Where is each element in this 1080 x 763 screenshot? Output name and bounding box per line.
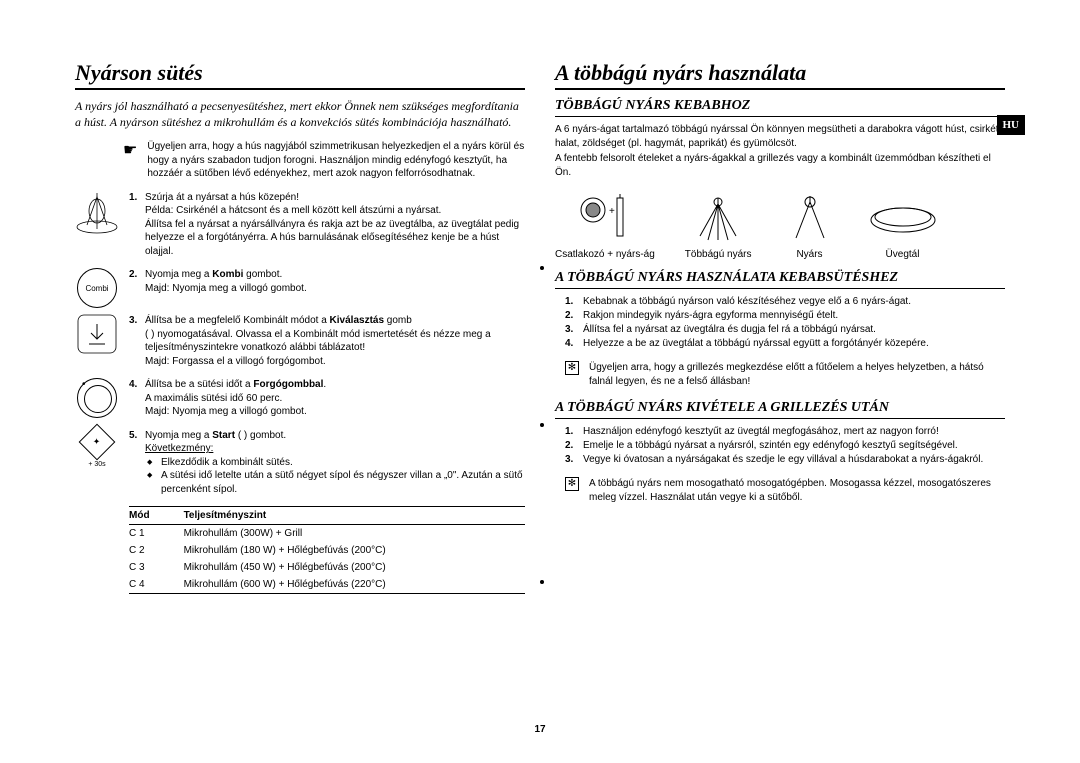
s4c: A maximális sütési idő 60 perc. xyxy=(145,393,282,404)
s4d: Majd: Nyomja meg a villogó gombot. xyxy=(145,406,307,417)
s5ar1: Elkezdődik a kombinált sütés. xyxy=(145,456,525,470)
column-divider xyxy=(540,190,544,660)
s1a: Szúrja át a nyársat a hús közepén! xyxy=(145,192,299,203)
select-button-icon xyxy=(75,314,129,372)
steps-block: 1.Szúrja át a nyársat a hús közepén!Péld… xyxy=(75,191,525,501)
s5b: ( ) gombot. xyxy=(235,430,286,441)
left-title: Nyárson sütés xyxy=(75,60,525,90)
thirty-label: + 30s xyxy=(88,461,105,468)
warning-text: Ügyeljen arra, hogy a hús nagyjából szim… xyxy=(147,140,525,181)
step-2: Combi 2.Nyomja meg a Kombi gombot.Majd: … xyxy=(75,268,525,308)
s1c: Állítsa fel a nyársat a nyársállványra é… xyxy=(145,219,519,257)
right-column: A többágú nyárs használata TÖBBÁGÚ NYÁRS… xyxy=(555,60,1005,594)
table-row: C 3Mikrohullám (450 W) + Hőlégbefúvás (2… xyxy=(129,559,525,576)
left-column: Nyárson sütés A nyárs jól használható a … xyxy=(75,60,525,594)
s2a: Nyomja meg a xyxy=(145,269,212,280)
glass-tray-icon: Üvegtál xyxy=(868,189,938,260)
s3b: gomb xyxy=(384,315,412,326)
step-1: 1.Szúrja át a nyársat a hús közepén!Péld… xyxy=(75,191,525,263)
sec3-note: ✻ A többágú nyárs nem mosogatható mosoga… xyxy=(565,477,1005,504)
note-icon: ✻ xyxy=(565,361,579,375)
sec3-title: A TÖBBÁGÚ NYÁRS KIVÉTELE A GRILLEZÉS UTÁ… xyxy=(555,400,1005,419)
sec2-note: ✻ Ügyeljen arra, hogy a grillezés megkez… xyxy=(565,361,1005,388)
sec1-title: TÖBBÁGÚ NYÁRS KEBABHOZ xyxy=(555,98,1005,117)
sec2-title: A TÖBBÁGÚ NYÁRS HASZNÁLATA KEBABSÜTÉSHEZ xyxy=(555,270,1005,289)
s5bold: Start xyxy=(212,430,235,441)
left-intro: A nyárs jól használható a pecsenyesütésh… xyxy=(75,98,525,130)
svg-text:+: + xyxy=(609,206,615,217)
step-5: ✦ + 30s 5.Nyomja meg a Start ( ) gombot.… xyxy=(75,429,525,501)
combi-button-icon: Combi xyxy=(75,268,129,308)
s2b: gombot. xyxy=(243,269,282,280)
s4bold: Forgógombbal xyxy=(253,379,323,390)
s3a: Állítsa be a megfelelő Kombinált módot a xyxy=(145,315,330,326)
skewer-icon: Nyárs xyxy=(782,189,838,260)
s3d: Majd: Forgassa el a villogó forgógombot. xyxy=(145,356,326,367)
th-power: Teljesítményszint xyxy=(184,507,525,525)
s2c: Majd: Nyomja meg a villogó gombot. xyxy=(145,283,307,294)
s3bold: Kiválasztás xyxy=(330,315,384,326)
table-row: C 1Mikrohullám (300W) + Grill xyxy=(129,525,525,543)
dial-icon xyxy=(75,378,129,423)
s4a: Állítsa be a sütési időt a xyxy=(145,379,253,390)
s4b: . xyxy=(323,379,326,390)
warning-row: ☚ Ügyeljen arra, hogy a hús nagyjából sz… xyxy=(123,140,525,181)
th-mode: Mód xyxy=(129,507,184,525)
page-number: 17 xyxy=(534,724,545,735)
s5a: Nyomja meg a xyxy=(145,430,212,441)
spit-icon xyxy=(75,191,129,263)
combi-label: Combi xyxy=(85,284,108,293)
sec1-p1: A 6 nyárs-ágat tartalmazó többágú nyárss… xyxy=(555,123,1005,150)
sec2-list: 1.Kebabnak a többágú nyárson való készít… xyxy=(565,295,1005,351)
s5c: Következmény: xyxy=(145,443,213,454)
table-row: C 2Mikrohullám (180 W) + Hőlégbefúvás (2… xyxy=(129,542,525,559)
step-4: 4.Állítsa be a sütési időt a Forgógombba… xyxy=(75,378,525,423)
hand-icon: ☚ xyxy=(123,140,137,160)
right-title: A többágú nyárs használata xyxy=(555,60,1005,90)
mode-table: MódTeljesítményszint C 1Mikrohullám (300… xyxy=(129,506,525,594)
connector-icon: + Csatlakozó + nyárs-ág xyxy=(555,189,655,260)
multi-skewer-icon: Többágú nyárs xyxy=(685,189,752,260)
s5ar2: A sütési idő letelte után a sütő négyet … xyxy=(145,469,525,496)
s2bold: Kombi xyxy=(212,269,243,280)
table-row: C 4Mikrohullám (600 W) + Hőlégbefúvás (2… xyxy=(129,576,525,594)
s3c: ( ) nyomogatásával. Olvassa el a Kombiná… xyxy=(145,329,491,354)
start-button-icon: ✦ + 30s xyxy=(75,429,129,501)
step-3: 3.Állítsa be a megfelelő Kombinált módot… xyxy=(75,314,525,372)
sec3-list: 1.Használjon edényfogó kesztyűt az üvegt… xyxy=(565,425,1005,467)
sec1-p2: A fentebb felsorolt ételeket a nyárs-ága… xyxy=(555,152,1005,179)
note-icon: ✻ xyxy=(565,477,579,491)
s1b: Példa: Csirkénél a hátcsont és a mell kö… xyxy=(145,205,441,216)
icon-row: + Csatlakozó + nyárs-ág Többágú nyárs Ny… xyxy=(555,189,1005,260)
